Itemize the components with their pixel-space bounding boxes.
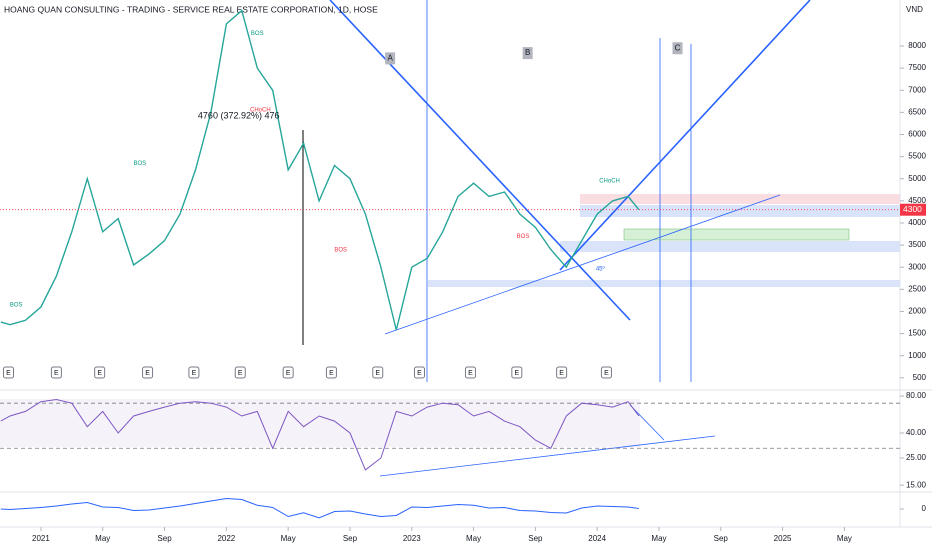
earnings-label: E [238, 370, 243, 377]
x-tick-label: 2021 [32, 534, 50, 543]
earnings-label: E [286, 370, 291, 377]
demand-zone [428, 280, 900, 287]
y-tick-label: 500 [913, 373, 927, 382]
y-tick-label: 4000 [908, 218, 926, 227]
y-tick-label: 0 [922, 504, 927, 513]
trendline [379, 435, 716, 477]
earnings-label: E [514, 370, 519, 377]
y-tick-label: 6000 [908, 130, 926, 139]
earnings-label: E [192, 370, 197, 377]
y-tick-label: 4500 [908, 196, 926, 205]
earnings-label: E [417, 370, 422, 377]
earnings-label: E [54, 370, 59, 377]
earnings-label: E [97, 370, 102, 377]
series-line [0, 398, 640, 471]
label-text: A [387, 54, 393, 63]
earnings-label: E [559, 370, 564, 377]
x-tick-label: May [95, 534, 110, 543]
label-text: B [525, 48, 530, 57]
earnings-marker [413, 366, 425, 379]
earnings-marker [188, 366, 200, 379]
earnings-marker [50, 366, 62, 379]
earnings-marker [142, 366, 154, 379]
annotation: BOS [251, 31, 264, 37]
label-box [385, 52, 396, 65]
y-tick-label: 7500 [908, 63, 926, 72]
y-tick-label: 80.00 [906, 391, 927, 400]
y-tick-label: 5500 [908, 152, 926, 161]
earnings-marker [94, 366, 106, 379]
y-tick-label: 15.00 [906, 480, 927, 489]
earnings-marker [234, 366, 246, 379]
earnings-marker [372, 366, 384, 379]
annotation: 45º [596, 266, 606, 273]
annotation: BOS [517, 234, 530, 240]
trendline [559, 0, 811, 271]
y-tick-label: 25.00 [906, 453, 927, 462]
currency: VND [906, 5, 923, 14]
last-price-label: 4300 [903, 204, 922, 214]
y-tick-label: 40.00 [906, 428, 927, 437]
y-tick-label: 1500 [908, 329, 926, 338]
label-box [672, 42, 683, 55]
x-tick-label: Sep [528, 534, 543, 543]
demand-zone [580, 205, 900, 217]
earnings-label: E [329, 370, 334, 377]
x-tick-label: 2023 [403, 534, 421, 543]
order-block [623, 228, 850, 241]
earnings-marker [556, 366, 568, 379]
x-tick-label: May [466, 534, 481, 543]
earnings-marker [511, 366, 523, 379]
annotation: BOS [334, 248, 347, 254]
supply-zone [580, 194, 900, 204]
x-tick-label: 2022 [217, 534, 235, 543]
label-text: C [675, 43, 681, 52]
x-tick-label: Sep [343, 534, 358, 543]
trendline [384, 194, 781, 335]
series-line [0, 497, 639, 519]
y-tick-label: 3000 [908, 262, 926, 271]
x-tick-label: May [651, 534, 666, 543]
series-line [0, 9, 640, 331]
earnings-label: E [375, 370, 380, 377]
y-tick-label: 2500 [908, 284, 926, 293]
x-tick-label: Sep [157, 534, 172, 543]
chart-title: HOANG QUAN CONSULTING - TRADING - SERVIC… [4, 4, 378, 14]
earnings-label: E [6, 370, 11, 377]
y-tick-label: 8000 [908, 41, 926, 50]
y-tick-label: 2000 [908, 307, 926, 316]
x-tick-label: 2024 [588, 534, 606, 543]
x-tick-label: May [281, 534, 296, 543]
annotation: BOS [133, 161, 146, 167]
y-tick-label: 1000 [908, 351, 926, 360]
demand-zone [560, 241, 900, 252]
x-tick-label: 2025 [774, 534, 792, 543]
annotation: 4760 (372.92%) 476 [198, 111, 280, 121]
earnings-marker [325, 366, 337, 379]
annotation: CHoCH [250, 108, 271, 114]
earnings-marker [464, 366, 476, 379]
earnings-marker [2, 366, 14, 379]
y-tick-label: 6500 [908, 107, 926, 116]
earnings-marker [600, 366, 612, 379]
y-tick-label: 5000 [908, 174, 926, 183]
x-tick-label: Sep [714, 534, 729, 543]
y-tick-label: 3500 [908, 240, 926, 249]
earnings-marker [282, 366, 294, 379]
earnings-label: E [604, 370, 609, 377]
rsi-band [0, 399, 640, 447]
x-tick-label: May [837, 534, 852, 543]
last-price-box [900, 203, 926, 216]
trendline [629, 404, 665, 441]
zones [0, 194, 900, 447]
annotation: BOS [10, 302, 23, 308]
earnings-label: E [145, 370, 150, 377]
trendline [329, 0, 631, 321]
annotation: CHoCH [599, 179, 620, 185]
earnings-label: E [468, 370, 473, 377]
y-tick-label: 7000 [908, 85, 926, 94]
label-box [522, 47, 533, 60]
